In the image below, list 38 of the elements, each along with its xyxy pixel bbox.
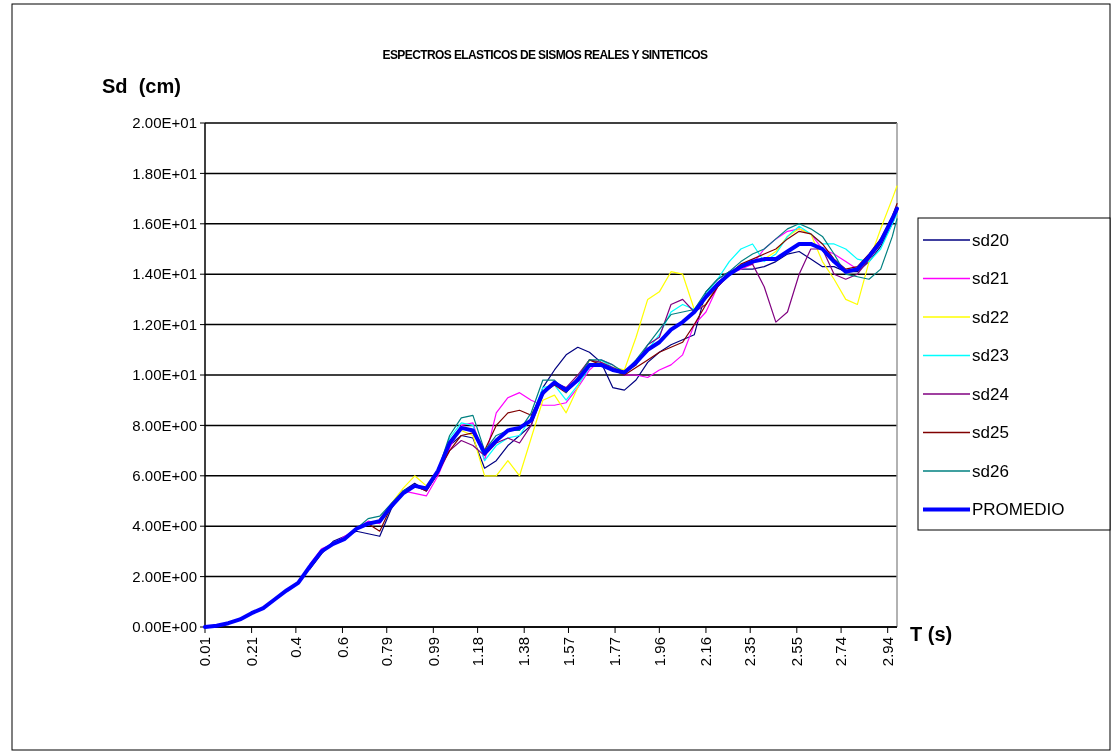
x-tick-label: 2.35 <box>741 637 759 667</box>
y-tick-label: 1.00E+01 <box>132 366 197 384</box>
x-tick-label: 0.6 <box>333 637 351 658</box>
y-tick-label: 1.60E+01 <box>132 215 197 233</box>
legend-label: PROMEDIO <box>972 500 1065 520</box>
legend-label: sd23 <box>972 346 1009 366</box>
x-tick-label: 0.01 <box>196 637 214 667</box>
legend-label: sd21 <box>972 269 1009 289</box>
legend-label: sd26 <box>972 461 1009 481</box>
y-tick-label: 6.00E+00 <box>132 467 197 485</box>
y-tick-label: 2.00E+00 <box>132 567 197 585</box>
legend-label: sd24 <box>972 384 1009 404</box>
x-tick-label: 0.79 <box>377 637 395 667</box>
legend-label: sd22 <box>972 307 1009 327</box>
chart-title: ESPECTROS ELASTICOS DE SISMOS REALES Y SINTETICOS <box>382 48 709 62</box>
x-tick-label: 1.18 <box>468 637 486 667</box>
x-tick-label: 2.94 <box>878 637 896 667</box>
legend-label: sd25 <box>972 423 1009 443</box>
x-tick-label: 1.77 <box>606 637 624 667</box>
x-tick-label: 2.55 <box>788 637 806 667</box>
x-tick-label: 2.74 <box>832 637 850 667</box>
x-tick-label: 2.16 <box>697 637 715 667</box>
x-tick-label: 0.99 <box>424 637 442 667</box>
y-tick-label: 0.00E+00 <box>132 618 197 636</box>
x-tick-label: 1.57 <box>559 637 577 667</box>
y-tick-label: 2.00E+01 <box>132 114 197 132</box>
x-axis-title: T (s) <box>910 623 953 645</box>
y-tick-label: 4.00E+00 <box>132 517 197 535</box>
y-tick-label: 8.00E+00 <box>132 416 197 434</box>
x-tick-label: 1.96 <box>650 637 668 667</box>
y-tick-label: 1.40E+01 <box>132 265 197 283</box>
legend-label: sd20 <box>972 230 1009 250</box>
x-tick-label: 1.38 <box>515 637 533 667</box>
y-axis-title: Sd (cm) <box>102 75 181 97</box>
x-tick-label: 0.4 <box>287 637 305 658</box>
y-tick-label: 1.80E+01 <box>132 164 197 182</box>
x-tick-label: 0.21 <box>242 637 260 667</box>
y-tick-label: 1.20E+01 <box>132 315 197 333</box>
